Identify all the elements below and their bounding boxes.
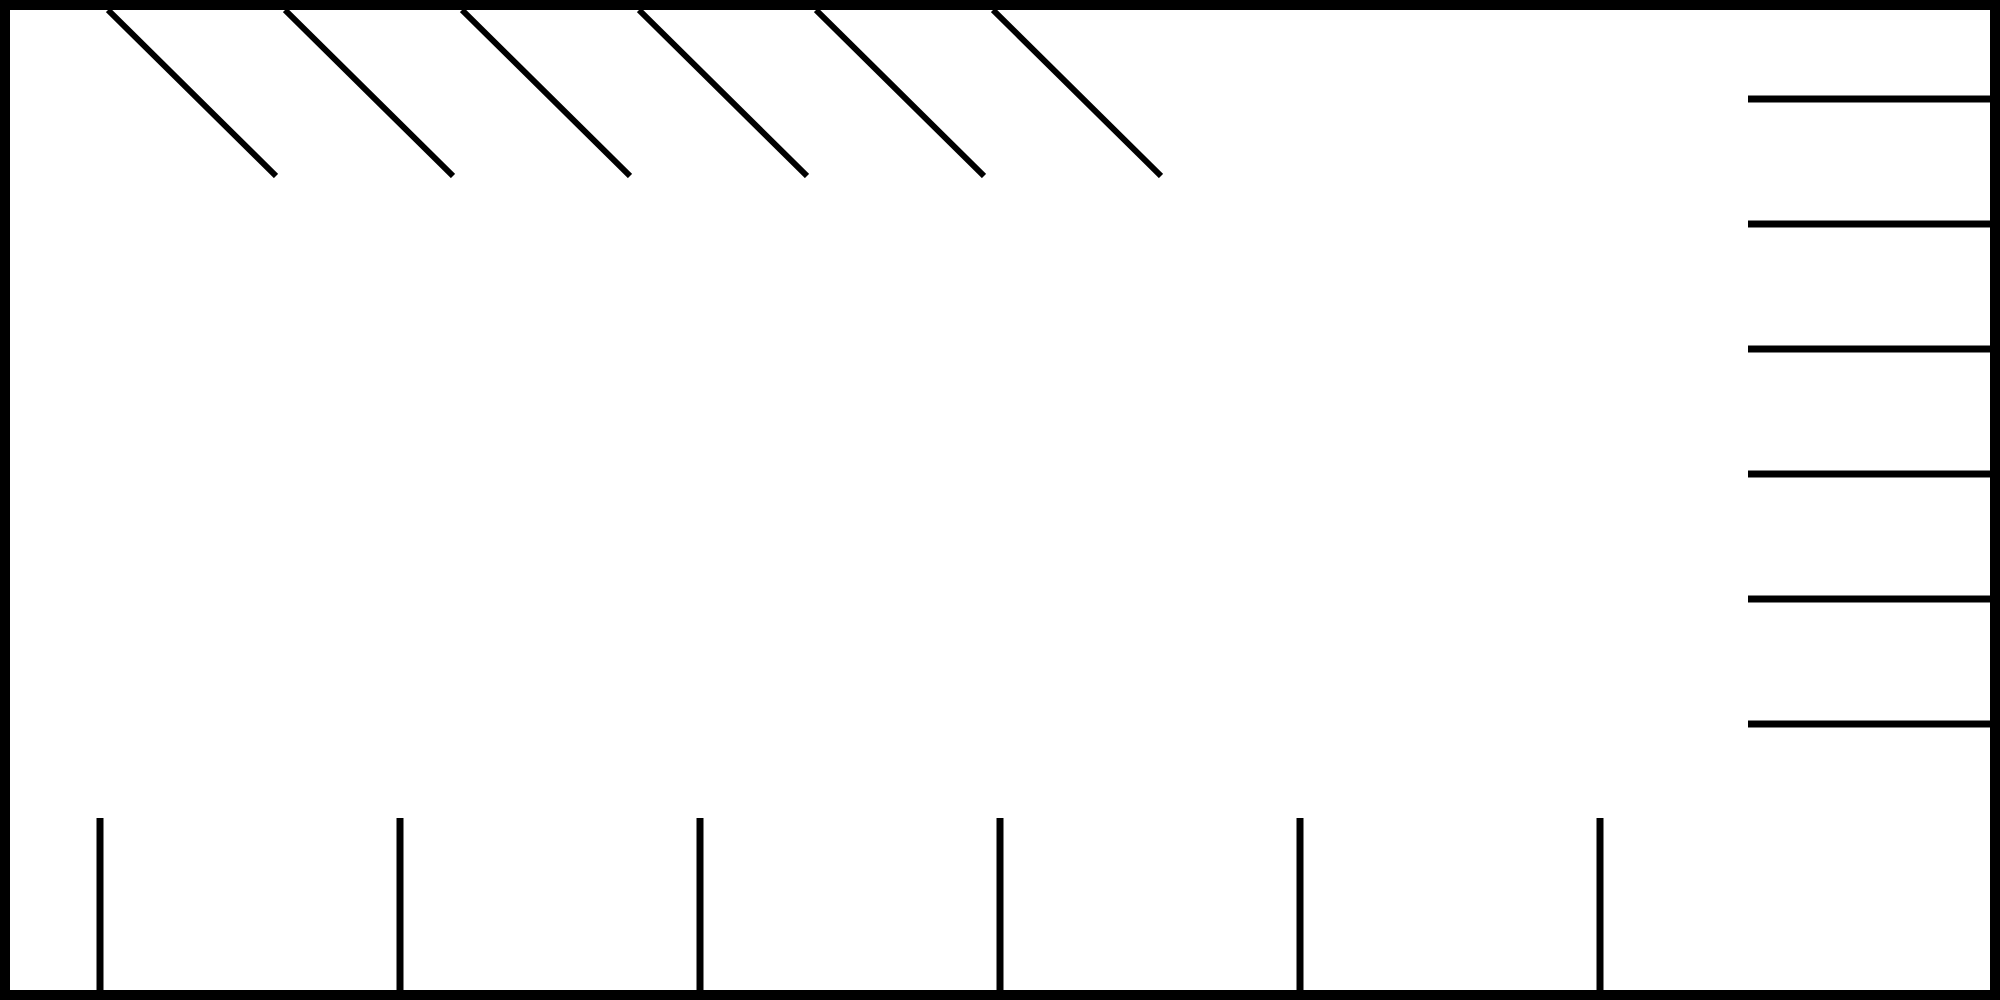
top-diagonal-stroke: [636, 7, 810, 179]
top-diagonal-stroke: [459, 7, 633, 179]
top-diagonal-stroke: [282, 7, 456, 179]
right-horizontal-ticks: [1748, 95, 1990, 728]
top-diagonal-stroke: [990, 7, 1164, 179]
top-diagonal-stroke: [105, 7, 279, 179]
top-diagonal-stroke: [813, 7, 987, 179]
bottom-vertical-ticks: [96, 818, 1604, 990]
top-diagonal-strokes: [105, 7, 1164, 179]
